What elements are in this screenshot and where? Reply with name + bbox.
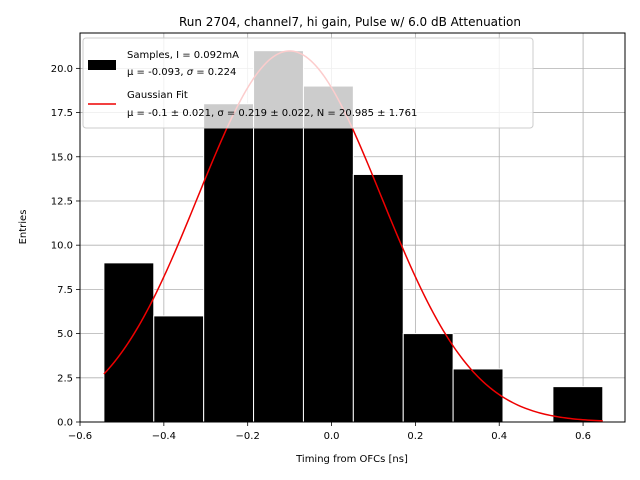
histogram-bar-9 — [552, 386, 604, 423]
y-tick-label-8: 20.0 — [51, 64, 73, 75]
x-axis-ticks: −0.6 −0.4 −0.2 0.0 0.2 0.4 0.6 — [68, 422, 591, 442]
x-tick-label-0: −0.6 — [68, 431, 92, 442]
x-tick-label-1: −0.4 — [152, 431, 176, 442]
y-axis-ticks: 0.0 2.5 5.0 7.5 10.0 12.5 15.0 17.5 20.0 — [51, 64, 80, 429]
y-tick-label-3: 7.5 — [57, 285, 73, 296]
y-axis-label: Entries — [18, 210, 29, 245]
gaussian-fit-curve — [103, 50, 603, 422]
x-tick-label-5: 0.4 — [491, 431, 507, 442]
legend-fit-line1: Gaussian Fit — [127, 90, 188, 101]
y-tick-label-5: 12.5 — [51, 196, 73, 207]
legend: Samples, I = 0.092mA μ = -0.093, σ = 0.2… — [82, 37, 534, 129]
y-tick-label-0: 0.0 — [57, 418, 73, 429]
legend-samples-line1: Samples, I = 0.092mA — [127, 50, 239, 61]
histogram-bar-2 — [203, 103, 255, 423]
legend-swatch-samples — [88, 60, 116, 70]
legend-samples-sigma-symbol: σ — [187, 67, 194, 78]
gaussian-fit — [103, 50, 603, 422]
y-tick-label-7: 17.5 — [51, 108, 73, 119]
x-tick-label-6: 0.6 — [575, 431, 591, 442]
legend-fit-line2: μ = -0.1 ± 0.021, σ = 0.219 ± 0.022, N =… — [127, 108, 417, 119]
y-tick-label-6: 15.0 — [51, 152, 73, 163]
histogram-bar-6 — [402, 333, 454, 423]
legend-samples-line2: μ = -0.093, σ = 0.224 — [127, 67, 236, 78]
histogram-bar-5 — [352, 173, 404, 423]
chart-title: Run 2704, channel7, hi gain, Pulse w/ 6.… — [179, 15, 521, 29]
histogram-bar-1 — [153, 315, 205, 423]
histogram-bar-4 — [302, 85, 354, 423]
y-tick-label-2: 5.0 — [57, 329, 73, 340]
x-axis-label: Timing from OFCs [ns] — [295, 454, 408, 465]
histogram-bars — [103, 50, 604, 423]
legend-samples-sigma-value: = 0.224 — [193, 67, 236, 78]
legend-box — [82, 37, 534, 129]
x-tick-label-4: 0.2 — [407, 431, 423, 442]
x-tick-label-3: 0.0 — [324, 431, 340, 442]
legend-samples-mu: μ = -0.093, — [127, 67, 187, 78]
y-tick-label-1: 2.5 — [57, 373, 73, 384]
y-tick-label-4: 10.0 — [51, 241, 73, 252]
x-tick-label-2: −0.2 — [236, 431, 260, 442]
plot-frame — [79, 32, 626, 423]
